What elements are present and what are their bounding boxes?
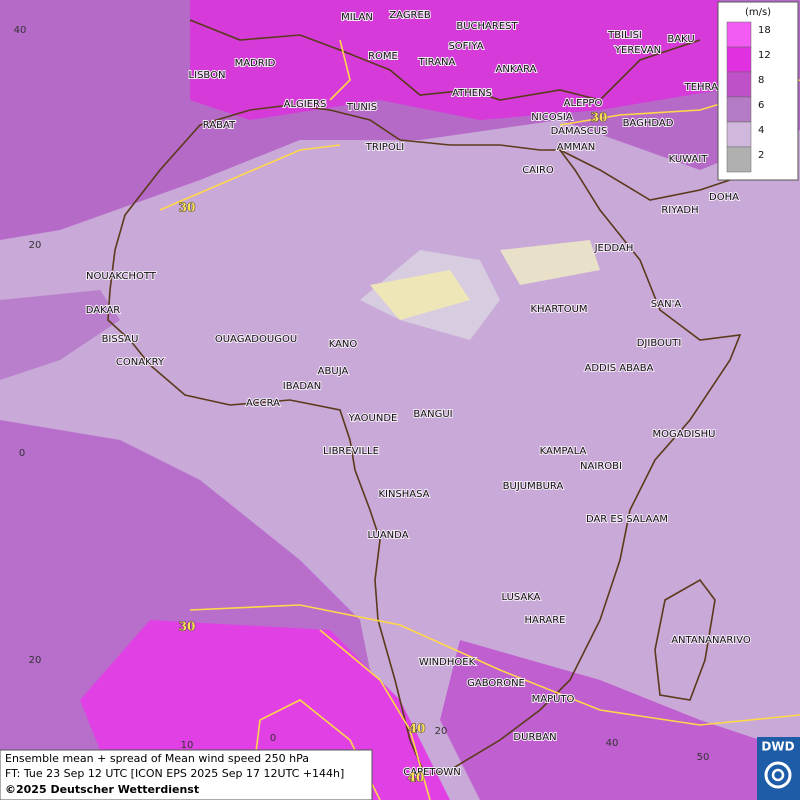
caption-line: ©2025 Deutscher Wetterdienst — [5, 783, 199, 796]
city-label: KUWAIT — [669, 154, 709, 165]
city-label: MADRID — [235, 58, 276, 69]
latitude-label: 20 — [29, 655, 42, 666]
city-label: ANKARA — [496, 64, 537, 75]
city-label: DAKAR — [86, 305, 121, 316]
caption: Ensemble mean + spread of Mean wind spee… — [0, 749, 373, 800]
legend: (m/s) 18 12 8 6 4 2 — [717, 1, 799, 181]
city-label: KANO — [329, 339, 358, 350]
longitude-label: 10 — [181, 740, 194, 751]
city-label: AMMAN — [557, 142, 595, 153]
city-label: ACCRA — [246, 398, 280, 409]
city-label: JEDDAH — [594, 243, 634, 254]
longitude-label: 0 — [270, 733, 276, 744]
city-label: HARARE — [524, 615, 565, 626]
latitude-label: 0 — [19, 448, 25, 459]
city-label: ATHENS — [452, 88, 492, 99]
city-label: TBILISI — [607, 30, 642, 41]
city-label: IBADAN — [283, 381, 322, 392]
city-label: TUNIS — [346, 102, 377, 113]
city-label: WINDHOEK — [419, 657, 476, 668]
city-label: LUANDA — [367, 530, 408, 541]
latitude-label: 20 — [29, 240, 42, 251]
logo-text: DWD — [761, 740, 794, 754]
city-label: YEREVAN — [614, 45, 661, 56]
caption-line: Ensemble mean + spread of Mean wind spee… — [5, 752, 309, 765]
legend-label: 6 — [758, 100, 764, 111]
city-label: DAMASCUS — [551, 126, 608, 137]
city-label: ANTANANARIVO — [671, 635, 751, 646]
legend-swatch — [726, 146, 752, 173]
city-label: OUAGADOUGOU — [215, 334, 297, 345]
latitude-label: 40 — [14, 25, 27, 36]
city-label: DAR ES SALAAM — [586, 514, 668, 525]
legend-swatch — [726, 21, 752, 48]
longitude-label: 20 — [435, 726, 448, 737]
city-label: ALEPPO — [564, 98, 603, 109]
city-label: LUSAKA — [502, 592, 541, 603]
legend-label: 4 — [758, 125, 764, 136]
city-label: ROME — [368, 51, 398, 62]
city-label: LIBREVILLE — [323, 446, 379, 457]
city-label: KAMPALA — [540, 446, 587, 457]
city-label: MAPUTO — [532, 694, 575, 705]
city-label: LISBON — [189, 70, 226, 81]
city-label: ABUJA — [318, 366, 349, 377]
caption-line: FT: Tue 23 Sep 12 UTC [ICON EPS 2025 Sep… — [5, 767, 344, 780]
city-label: NICOSIA — [531, 112, 573, 123]
city-label: BANGUI — [413, 409, 452, 420]
city-label: NAIROBI — [580, 461, 622, 472]
city-label: BISSAU — [102, 334, 139, 345]
city-label: SOFIYA — [448, 41, 483, 52]
city-label: BAKU — [667, 34, 694, 45]
contour-label: 40 — [408, 771, 425, 785]
legend-swatch — [726, 96, 752, 123]
city-label: KHARTOUM — [530, 304, 587, 315]
legend-unit: (m/s) — [745, 7, 771, 18]
city-label: BUCHAREST — [456, 21, 518, 32]
longitude-label: 50 — [697, 752, 710, 763]
city-label: BAGHDAD — [623, 118, 674, 129]
legend-swatch — [726, 121, 752, 148]
city-label: ZAGREB — [389, 10, 431, 21]
legend-label: 8 — [758, 75, 764, 86]
city-label: KINSHASA — [378, 489, 429, 500]
contour-label: 30 — [591, 111, 608, 125]
city-label: SAN'A — [651, 299, 682, 310]
city-label: GABORONE — [467, 678, 525, 689]
city-label: DOHA — [709, 192, 739, 203]
city-label: MILAN — [341, 12, 373, 23]
legend-label: 2 — [758, 150, 764, 161]
city-label: ALGIERS — [284, 99, 327, 110]
city-label: RABAT — [203, 120, 236, 131]
logo: DWD — [757, 737, 800, 800]
legend-label: 18 — [758, 25, 771, 36]
city-label: CAIRO — [522, 165, 554, 176]
city-label: MOGADISHU — [653, 429, 716, 440]
city-label: NOUAKCHOTT — [86, 271, 157, 282]
legend-swatch — [726, 71, 752, 98]
city-label: CONAKRY — [116, 357, 165, 368]
coastlines — [107, 19, 742, 776]
legend-swatch — [726, 46, 752, 73]
city-label: CAPETOWN — [403, 767, 461, 778]
city-label: TIRANA — [418, 57, 456, 68]
city-label: RIYADH — [661, 205, 698, 216]
city-label: DJIBOUTI — [637, 338, 682, 349]
city-label: DURBAN — [513, 732, 556, 743]
city-label: TEHRAN — [684, 82, 726, 93]
contour-label: 40 — [409, 722, 426, 736]
contour-label: 30 — [179, 201, 196, 215]
city-label: BUJUMBURA — [503, 481, 564, 492]
city-label: ADDIS ABABA — [585, 363, 654, 374]
longitude-label: 40 — [606, 738, 619, 749]
city-label: YAOUNDE — [348, 413, 398, 424]
legend-label: 12 — [758, 50, 771, 61]
contour-label: 30 — [179, 620, 196, 634]
city-label: TRIPOLI — [365, 142, 404, 153]
